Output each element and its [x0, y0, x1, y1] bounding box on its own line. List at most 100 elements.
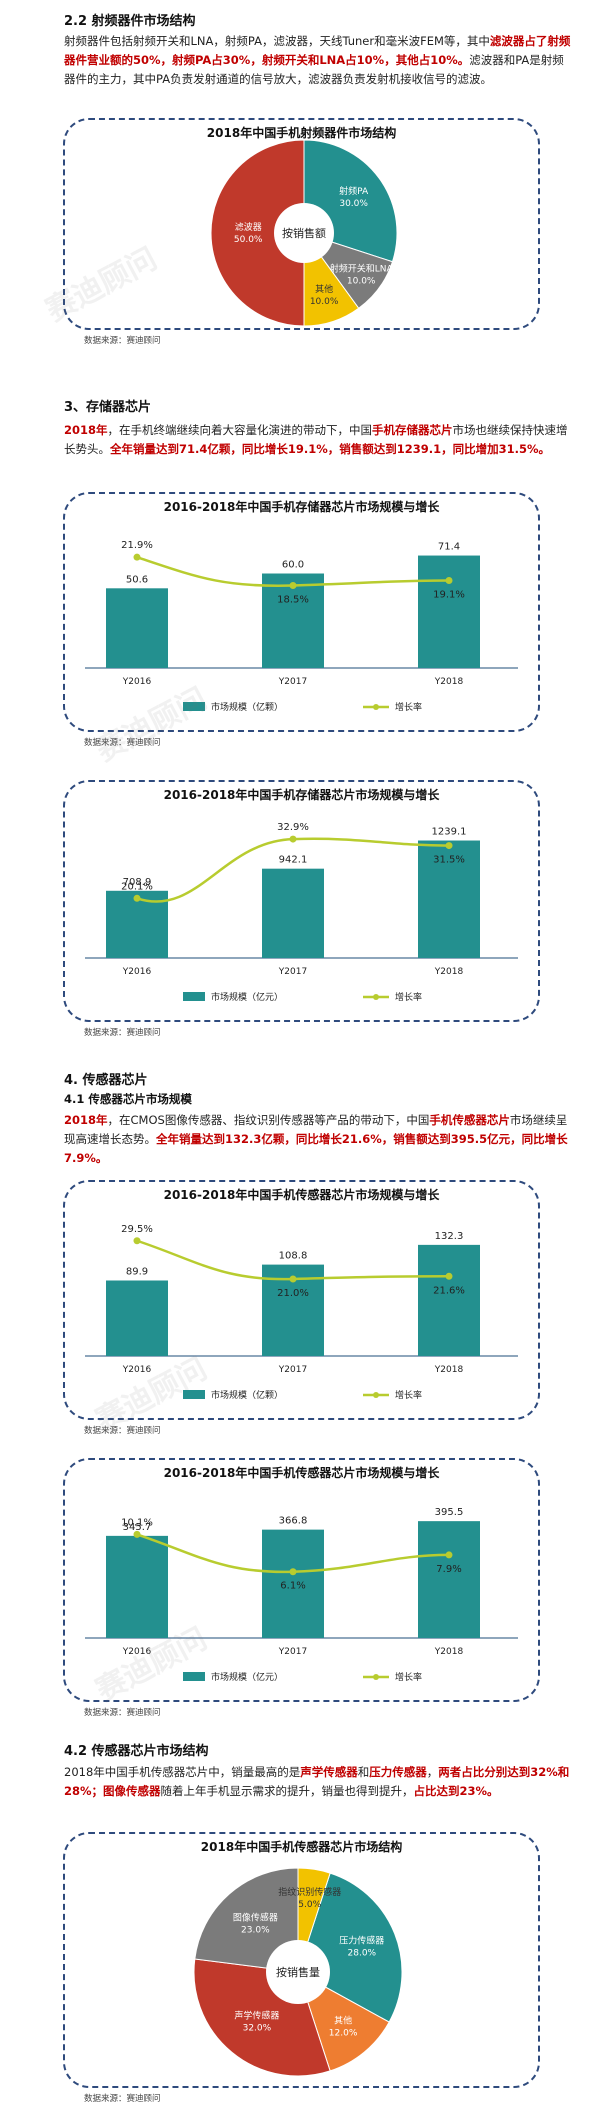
legend-label: 增长率 — [395, 991, 422, 1003]
line-label: 20.1% — [121, 881, 153, 892]
combo-chart: 345.7 Y2016 366.8 Y2017 395.5 Y2018 10.1% 6.1% 7… — [85, 1507, 518, 1683]
chart-frame: 2016-2018年中国手机传感器芯片市场规模与增长 345.7 Y2016 366… — [63, 1458, 540, 1702]
line-label: 31.5% — [433, 855, 465, 866]
line-point — [445, 842, 453, 850]
bar — [262, 868, 324, 958]
legend-swatch-bar — [183, 702, 205, 711]
bar — [106, 1280, 168, 1356]
para-highlight: 占比达到23%。 — [413, 1784, 499, 1798]
legend-label: 增长率 — [395, 1389, 422, 1401]
section-storage: 3、存储器芯片 2018年，在手机终端继续向着大容量化演进的带动下，中国手机存储… — [64, 396, 600, 459]
chart-title: 2016-2018年中国手机传感器芯片市场规模与增长 — [163, 1188, 440, 1202]
combo-chart: 89.9 Y2016 108.8 Y2017 132.3 Y2018 29.5% 21.0% 2… — [85, 1224, 518, 1401]
pie-slice — [297, 1970, 390, 2072]
donut-hole — [266, 1940, 330, 2004]
section-heading: 3、存储器芯片 — [64, 400, 152, 415]
bar — [262, 1529, 324, 1638]
chart-title: 2018年中国手机射频器件市场结构 — [206, 126, 397, 140]
section-paragraph: 射频器件包括射频开关和LNA，射频PA，滤波器，天线Tuner和毫米波FEM等，… — [64, 32, 574, 89]
bar-label: 942.1 — [279, 855, 308, 866]
legend-label: 市场规模（亿元） — [211, 1671, 283, 1683]
pie-chart: 压力传感器 28.0% 其他 12.0% 声学传感器 32.0% 图像传感器 23.0% 指纹识… — [193, 1867, 403, 2077]
x-tick-label: Y2017 — [278, 967, 307, 977]
slice-label: 压力传感器 — [339, 1935, 384, 1947]
pie-slice — [194, 1867, 299, 1973]
x-tick-label: Y2016 — [122, 677, 152, 687]
slice-label: 滤波器 — [235, 221, 262, 233]
line-label: 10.1% — [121, 1517, 153, 1528]
slice-label: 射频PA — [339, 185, 369, 197]
chart-title: 2016-2018年中国手机传感器芯片市场规模与增长 — [163, 1466, 440, 1480]
bar-label: 89.9 — [126, 1266, 148, 1277]
bar-label: 108.8 — [279, 1251, 308, 1262]
x-tick-label: Y2018 — [434, 967, 464, 977]
para-text: ， — [426, 1765, 439, 1779]
para-highlight: 手机存储器芯片 — [372, 423, 453, 437]
section-heading: 4. 传感器芯片 — [64, 1073, 148, 1088]
para-highlight: 压力传感器 — [369, 1765, 427, 1779]
x-tick-label: Y2018 — [434, 1647, 464, 1657]
line-label: 7.9% — [436, 1564, 461, 1575]
para-text: ，在手机终端继续向着大容量化演进的带动下，中国 — [107, 423, 373, 437]
legend-swatch-bar — [183, 992, 205, 1001]
slice-value: 30.0% — [339, 199, 368, 209]
legend-marker — [373, 704, 379, 710]
bar-label: 50.6 — [126, 574, 148, 585]
para-highlight: 手机传感器芯片 — [429, 1113, 510, 1127]
para-highlight: 全年销量达到132.3亿颗，同比增长21.6%，销售额达到395.5亿元，同比增… — [64, 1132, 568, 1165]
x-tick-label: Y2017 — [278, 1365, 307, 1375]
para-text: 随着上年手机显示需求的提升，销量也得到提升， — [160, 1784, 414, 1798]
slice-label: 指纹识别传感器 — [278, 1886, 341, 1898]
line-point — [133, 553, 141, 561]
line-point — [133, 1237, 141, 1245]
combo-chart: 708.9 Y2016 942.1 Y2017 1239.1 Y2018 20.1% 32.9… — [85, 822, 518, 1003]
para-highlight: 滤波器占了射频器件营业额的50%，射频PA占30%，射频开关和LNA占10%，其… — [64, 34, 571, 67]
line-label: 29.5% — [121, 1224, 153, 1235]
section-subheading: 4.1 传感器芯片市场规模 — [64, 1092, 192, 1106]
bar-label: 395.5 — [435, 1507, 464, 1518]
donut-hole — [274, 203, 334, 263]
section-paragraph: 2018年中国手机传感器芯片中，销量最高的是声学传感器和压力传感器，两者占比分别… — [64, 1763, 574, 1801]
para-text: 和 — [357, 1765, 370, 1779]
line-point — [289, 1275, 297, 1283]
bar-label: 71.4 — [438, 542, 460, 553]
bar-label: 708.9 — [123, 877, 152, 888]
chart-title: 2018年中国手机传感器芯片市场结构 — [200, 1840, 403, 1854]
line-point — [133, 894, 141, 902]
data-source: 数据来源：赛迪顾问 — [84, 1426, 161, 1436]
legend-marker — [373, 1674, 379, 1680]
slice-label: 其他 — [334, 2014, 352, 2026]
line-point — [289, 1568, 297, 1576]
legend-swatch-bar — [183, 1672, 205, 1681]
x-tick-label: Y2016 — [122, 1365, 152, 1375]
slice-value: 23.0% — [241, 1926, 270, 1936]
para-highlight: 2018年 — [64, 1113, 108, 1127]
section-rf: 2.2 射频器件市场结构 射频器件包括射频开关和LNA，射频PA，滤波器，天线T… — [64, 10, 600, 89]
slice-value: 50.0% — [234, 235, 263, 245]
x-tick-label: Y2016 — [122, 967, 152, 977]
section-heading: 4.2 传感器芯片市场结构 — [64, 1744, 209, 1759]
chart-frame: 2016-2018年中国手机存储器芯片市场规模与增长 50.6 Y2016 60.0… — [63, 492, 540, 732]
slice-label: 其他 — [315, 283, 333, 295]
x-tick-label: Y2017 — [278, 1647, 307, 1657]
divider — [0, 350, 600, 358]
data-source: 数据来源：赛迪顾问 — [84, 738, 161, 748]
legend-label: 市场规模（亿颗） — [211, 701, 283, 713]
para-text: 滤波器和PA是射频器件的主力，其中PA负责发射通道的信号放大，滤波器负责发射机接… — [64, 53, 564, 86]
bar-label: 1239.1 — [432, 827, 467, 838]
line-point — [133, 1530, 141, 1538]
chart-title: 2016-2018年中国手机存储器芯片市场规模与增长 — [163, 500, 440, 514]
slice-value: 10.0% — [310, 297, 339, 307]
x-tick-label: Y2018 — [434, 677, 464, 687]
slice-value: 5.0% — [298, 1900, 321, 1910]
line-point — [445, 1272, 453, 1280]
bar — [418, 840, 480, 958]
bar — [418, 1244, 480, 1356]
center-label: 按销售额 — [282, 226, 326, 240]
combo-chart: 50.6 Y2016 60.0 Y2017 71.4 Y2018 21.9% 18.5% 19.… — [85, 540, 518, 713]
chart-frame: 2016-2018年中国手机传感器芯片市场规模与增长 89.9 Y2016 108.… — [63, 1180, 540, 1420]
data-source: 数据来源：赛迪顾问 — [84, 2094, 161, 2104]
slice-label: 图像传感器 — [233, 1912, 278, 1924]
center-label: 按销售量 — [276, 1965, 320, 1979]
